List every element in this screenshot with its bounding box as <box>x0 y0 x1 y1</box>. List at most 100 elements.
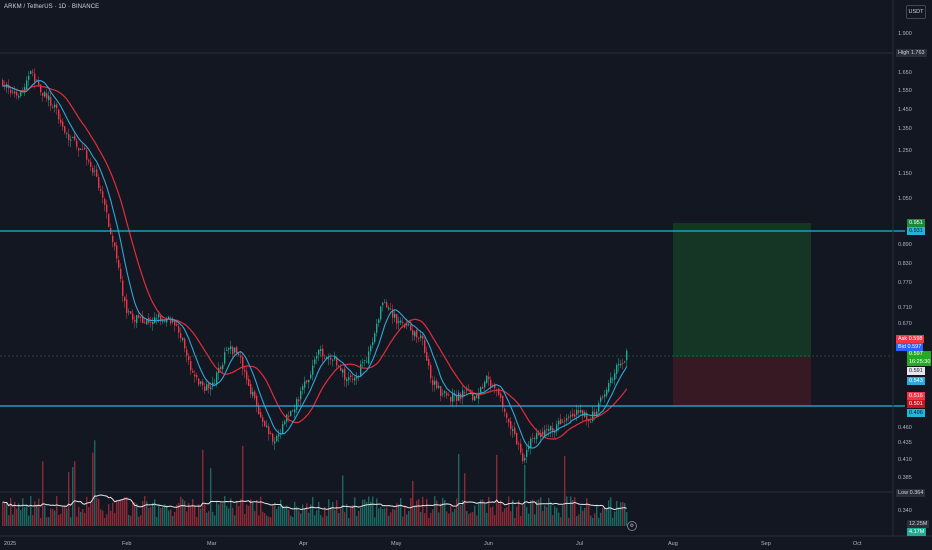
gear-icon[interactable]: ⚙ <box>627 521 637 531</box>
candle-body <box>38 80 40 86</box>
volume-bar <box>388 515 390 526</box>
volume-bar <box>26 505 28 526</box>
candle-body <box>202 381 204 386</box>
volume-bar <box>146 501 148 526</box>
candle-body <box>436 380 438 389</box>
candle-body <box>36 79 38 81</box>
volume-average-line <box>2 494 627 511</box>
time-axis: 2025 Feb Mar Apr May Jun Jul Aug Sep Oct <box>4 541 862 547</box>
loss-zone[interactable] <box>673 357 811 406</box>
candle-body <box>376 323 378 333</box>
candle-body <box>422 335 424 339</box>
candle-body <box>328 358 330 360</box>
candle-body <box>276 435 278 442</box>
candle-body <box>116 245 118 259</box>
price-tick-label: 1.050 <box>898 196 912 202</box>
volume-bar <box>344 512 346 526</box>
candle-body <box>90 161 92 167</box>
candle-body <box>82 149 84 151</box>
candle-body <box>586 412 588 420</box>
volume-bar <box>342 475 344 526</box>
volume-bar <box>362 499 364 526</box>
candle-body <box>144 322 146 324</box>
volume-bar <box>596 504 598 526</box>
candle-body <box>606 389 608 396</box>
volume-bar <box>492 506 494 526</box>
volume-bar <box>350 507 352 526</box>
candle-body <box>174 319 176 326</box>
low-label: Low <box>898 490 909 496</box>
volume-bar <box>514 517 516 526</box>
volume-bar <box>58 515 60 526</box>
candle-body <box>100 189 102 191</box>
candle-body <box>18 95 20 98</box>
candle-body <box>186 349 188 356</box>
price-tick-label: 0.770 <box>898 280 912 286</box>
candle-body <box>488 376 490 380</box>
candle-body <box>546 429 548 431</box>
candle-body <box>236 347 238 354</box>
candle-body <box>288 415 290 417</box>
volume-bar <box>598 517 600 526</box>
volume-bar <box>378 508 380 526</box>
stop-price-label-b: 0.501 <box>907 400 925 408</box>
volume-bar <box>152 502 154 526</box>
candle-body <box>208 383 210 389</box>
candle-body <box>442 393 444 395</box>
candle-body <box>476 395 478 398</box>
volume-bar <box>390 512 392 526</box>
volume-bar <box>294 501 296 526</box>
volume-bar <box>96 497 98 526</box>
volume-bar <box>276 509 278 526</box>
candle-body <box>270 432 272 434</box>
ask-marker: Ask 0.598 <box>896 335 925 343</box>
candle-body <box>300 391 302 400</box>
price-axis: 1.900 1.650 1.550 1.450 1.350 1.250 1.150 1.050… <box>898 31 912 514</box>
candle-body <box>60 119 62 123</box>
candle-body <box>324 357 326 359</box>
volume-bar <box>56 496 58 526</box>
candle-body <box>590 421 592 423</box>
volume-bar <box>570 496 572 526</box>
candle-body <box>160 315 162 322</box>
candle-body <box>192 370 194 373</box>
candle-body <box>266 425 268 428</box>
candle-body <box>268 426 270 435</box>
volume-bar <box>348 517 350 526</box>
candle-body <box>594 411 596 416</box>
candle-body <box>338 365 340 367</box>
volume-bar <box>406 514 408 526</box>
volume-bar <box>266 515 268 526</box>
volume-bar <box>306 503 308 526</box>
candle-body <box>76 140 78 147</box>
candle-body <box>128 311 130 313</box>
time-tick-label: 2025 <box>4 541 16 547</box>
candle-body <box>402 322 404 323</box>
currency-selector[interactable]: USDT <box>906 5 926 19</box>
support-price-label: 0.496 <box>907 409 925 417</box>
volume-bar <box>116 500 118 526</box>
volume-bar <box>162 507 164 526</box>
volume-bar <box>476 515 478 526</box>
volume-bar <box>156 517 158 526</box>
candle-body <box>502 395 504 408</box>
volume-bar <box>518 500 520 526</box>
profit-zone[interactable] <box>673 223 811 357</box>
volume-bar <box>600 512 602 526</box>
volume-bar <box>558 512 560 526</box>
price-tick-label: 1.250 <box>898 148 912 154</box>
volume-bar <box>50 508 52 526</box>
candle-body <box>414 331 416 337</box>
candle-body <box>70 139 72 141</box>
candle-body <box>472 393 474 400</box>
candle-body <box>298 399 300 402</box>
volume-bar <box>538 499 540 526</box>
volume-bar <box>488 496 490 526</box>
volume-bar <box>100 509 102 526</box>
candle-body <box>102 191 104 198</box>
candle-body <box>394 313 396 318</box>
volume-bar <box>586 498 588 526</box>
volume-bar <box>122 499 124 526</box>
volume-bar <box>424 513 426 526</box>
